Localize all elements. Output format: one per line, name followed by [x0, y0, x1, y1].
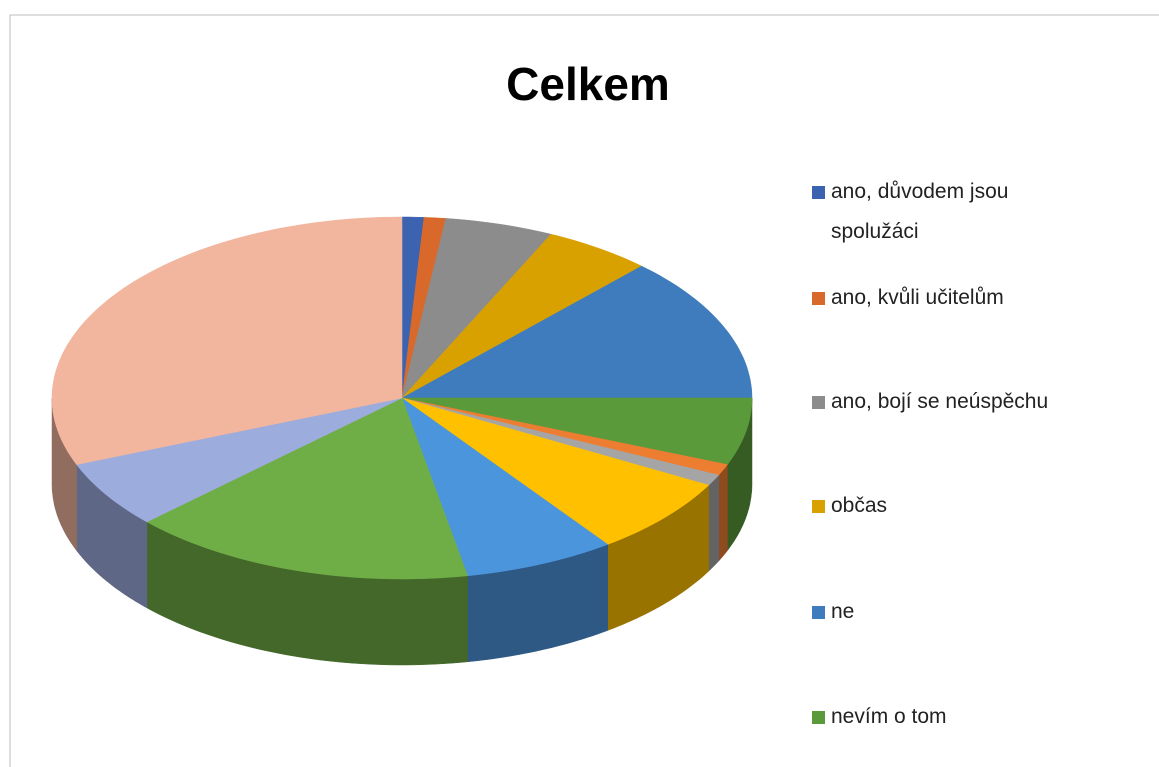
legend-label: ne: [831, 600, 855, 623]
pie-slice-side: [708, 474, 719, 572]
legend-swatch: [812, 396, 825, 409]
legend-swatch: [812, 606, 825, 619]
legend-item: nevím o tom: [812, 697, 947, 737]
legend-item: ano, bojí se neúspěchu: [812, 382, 1048, 422]
legend-label: ano, bojí se neúspěchu: [831, 390, 1049, 413]
pie-slice: [401, 218, 552, 399]
legend-item: ne: [812, 592, 854, 632]
legend-swatch: [812, 500, 825, 513]
pie-sides: [51, 398, 753, 666]
legend-swatch: [812, 711, 825, 724]
pie-slice: [76, 397, 403, 523]
legend-label: občas: [831, 494, 888, 517]
chart-title: Celkem: [506, 58, 670, 110]
legend-label: ano, kvůli učitelům: [831, 286, 1004, 309]
legend-swatch: [812, 186, 825, 199]
legend-item: ano, důvodem jsou spolužáci: [812, 172, 1031, 252]
pie-slice: [401, 397, 753, 465]
pie-slice: [146, 397, 468, 580]
pie-tops: [51, 216, 753, 580]
pie-slice-side: [718, 463, 728, 562]
legend-swatch: [812, 292, 825, 305]
pie-slice: [401, 233, 643, 399]
legend-label: ano, důvodem jsou spolužáci: [831, 180, 1009, 243]
pie-slice: [51, 216, 403, 465]
legend-item: občas: [812, 486, 887, 526]
pie-slice: [401, 397, 609, 577]
legend-item: ano, kvůli učitelům: [812, 278, 1004, 318]
legend-label: nevím o tom: [831, 705, 947, 728]
pie-slice: [401, 397, 710, 545]
pie-slice: [401, 265, 753, 399]
